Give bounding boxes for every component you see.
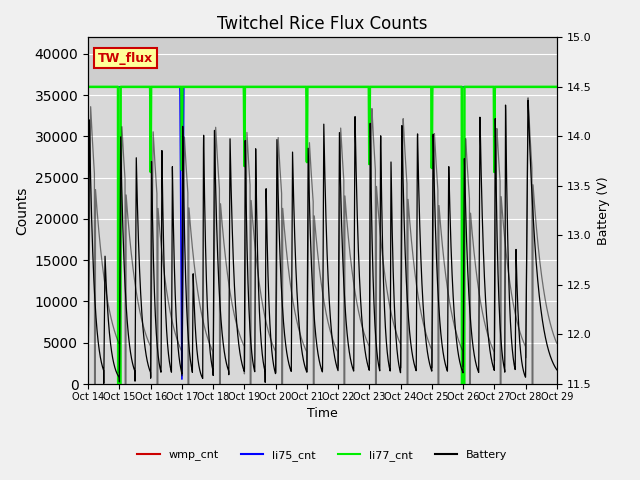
Bar: [88, 37, 557, 87]
Legend: wmp_cnt, li75_cnt, li77_cnt, Battery: wmp_cnt, li75_cnt, li77_cnt, Battery: [133, 445, 512, 465]
Text: TW_flux: TW_flux: [97, 51, 153, 65]
Y-axis label: Counts: Counts: [15, 186, 29, 235]
X-axis label: Time: Time: [307, 407, 338, 420]
Y-axis label: Battery (V): Battery (V): [597, 176, 610, 245]
Title: Twitchel Rice Flux Counts: Twitchel Rice Flux Counts: [217, 15, 428, 33]
